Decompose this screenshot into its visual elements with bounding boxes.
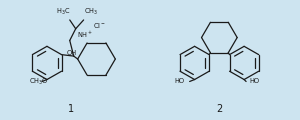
Text: $\mathregular{H_3C}$: $\mathregular{H_3C}$ [56,7,70,17]
Text: HO: HO [249,78,259,84]
Text: $\mathregular{CH_3}$: $\mathregular{CH_3}$ [84,7,98,17]
Text: $\mathregular{Cl^-}$: $\mathregular{Cl^-}$ [92,21,105,30]
Text: 2: 2 [216,104,223,114]
Text: $\mathregular{NH^+}$: $\mathregular{NH^+}$ [77,30,93,40]
Text: 1: 1 [68,104,74,114]
Text: $\mathregular{CH_3O}$: $\mathregular{CH_3O}$ [29,76,49,87]
Text: OH: OH [67,50,77,56]
Text: HO: HO [175,78,185,84]
